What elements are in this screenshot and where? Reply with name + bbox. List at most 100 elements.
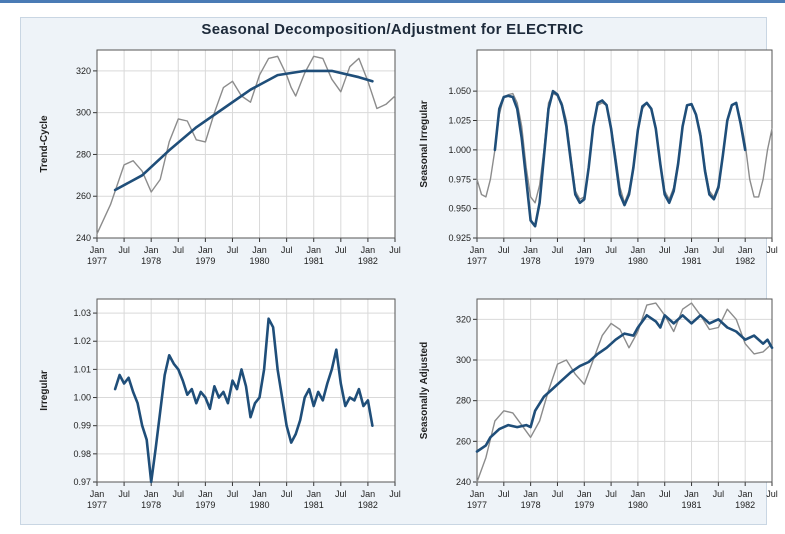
x-tick-label: Jan [144, 245, 159, 255]
plot-frame [96, 49, 396, 239]
x-tick-label: Jul [335, 489, 347, 499]
x-tick-label: Jul [389, 489, 401, 499]
x-tick-year-label: 1977 [467, 500, 487, 510]
x-tick-label: Jul [552, 489, 564, 499]
y-tick-label: 300 [456, 355, 471, 365]
y-tick-label: 1.000 [448, 145, 471, 155]
x-tick-label: Jan [470, 245, 485, 255]
x-tick-label: Jan [361, 245, 376, 255]
x-tick-label: Jul [281, 245, 293, 255]
x-tick-year-label: 1982 [358, 500, 378, 510]
x-tick-year-label: 1981 [682, 500, 702, 510]
y-tick-label: 260 [456, 436, 471, 446]
x-tick-label: Jan [306, 489, 321, 499]
x-tick-year-label: 1979 [195, 256, 215, 266]
x-tick-label: Jul [659, 245, 671, 255]
y-axis-label: Seasonal Irregular [419, 100, 430, 187]
x-tick-label: Jul [766, 245, 778, 255]
y-tick-label: 280 [456, 396, 471, 406]
x-tick-label: Jul [605, 245, 617, 255]
x-tick-year-label: 1981 [304, 256, 324, 266]
y-tick-label: 0.925 [448, 233, 471, 243]
x-tick-label: Jan [144, 489, 159, 499]
x-tick-label: Jul [118, 489, 130, 499]
x-tick-year-label: 1981 [304, 500, 324, 510]
x-tick-label: Jul [335, 245, 347, 255]
y-tick-label: 1.025 [448, 116, 471, 126]
x-tick-label: Jan [577, 489, 592, 499]
x-tick-label: Jan [306, 245, 321, 255]
y-axis-label: Trend-Cycle [39, 115, 50, 173]
x-tick-year-label: 1977 [87, 500, 107, 510]
x-tick-year-label: 1980 [628, 256, 648, 266]
x-tick-label: Jul [659, 489, 671, 499]
x-tick-label: Jul [713, 245, 725, 255]
y-tick-label: 1.03 [73, 308, 91, 318]
y-tick-label: 1.01 [73, 364, 91, 374]
x-tick-label: Jan [198, 245, 213, 255]
y-tick-label: 1.02 [73, 336, 91, 346]
x-tick-label: Jan [361, 489, 376, 499]
x-tick-label: Jul [227, 245, 239, 255]
series-line-trend [113, 69, 374, 192]
x-tick-label: Jan [738, 489, 753, 499]
x-tick-label: Jul [389, 245, 401, 255]
x-tick-year-label: 1980 [250, 256, 270, 266]
series-line-raw [476, 302, 773, 483]
x-tick-year-label: 1981 [682, 256, 702, 266]
x-tick-label: Jul [713, 489, 725, 499]
x-tick-year-label: 1978 [141, 500, 161, 510]
x-tick-label: Jan [684, 245, 699, 255]
y-axis-label: Seasonally Adjusted [419, 342, 430, 439]
x-tick-year-label: 1977 [87, 256, 107, 266]
x-tick-label: Jul [498, 489, 510, 499]
y-tick-label: 260 [76, 191, 91, 201]
x-tick-label: Jul [227, 489, 239, 499]
x-tick-label: Jul [118, 245, 130, 255]
y-tick-label: 0.950 [448, 204, 471, 214]
y-tick-label: 0.97 [73, 477, 91, 487]
x-tick-year-label: 1979 [195, 500, 215, 510]
x-tick-label: Jul [766, 489, 778, 499]
x-tick-year-label: 1978 [521, 256, 541, 266]
y-tick-label: 1.00 [73, 393, 91, 403]
x-tick-label: Jan [252, 245, 267, 255]
plot-frame [476, 49, 773, 239]
x-tick-year-label: 1980 [250, 500, 270, 510]
y-tick-label: 0.99 [73, 421, 91, 431]
plot-area [477, 299, 772, 482]
x-tick-label: Jul [173, 245, 185, 255]
x-tick-label: Jan [523, 245, 538, 255]
x-tick-year-label: 1978 [141, 256, 161, 266]
series-line-adjusted [475, 314, 774, 453]
y-tick-label: 320 [76, 66, 91, 76]
x-tick-year-label: 1980 [628, 500, 648, 510]
series-line-seasonal [493, 89, 747, 228]
y-tick-label: 0.975 [448, 174, 471, 184]
plot-frame [96, 298, 396, 483]
x-tick-label: Jan [523, 489, 538, 499]
x-tick-label: Jan [631, 489, 646, 499]
x-tick-label: Jan [470, 489, 485, 499]
x-tick-year-label: 1979 [574, 256, 594, 266]
y-tick-label: 300 [76, 108, 91, 118]
x-tick-year-label: 1979 [574, 500, 594, 510]
y-tick-label: 0.98 [73, 449, 91, 459]
x-tick-label: Jan [90, 245, 105, 255]
x-tick-label: Jul [552, 245, 564, 255]
y-tick-label: 240 [456, 477, 471, 487]
x-tick-label: Jan [631, 245, 646, 255]
y-tick-label: 320 [456, 314, 471, 324]
x-tick-label: Jan [90, 489, 105, 499]
x-tick-year-label: 1978 [521, 500, 541, 510]
y-axis-label: Irregular [39, 370, 50, 411]
x-tick-label: Jul [605, 489, 617, 499]
series-line-raw [113, 317, 374, 484]
x-tick-year-label: 1982 [358, 256, 378, 266]
x-tick-label: Jan [684, 489, 699, 499]
x-tick-label: Jul [281, 489, 293, 499]
